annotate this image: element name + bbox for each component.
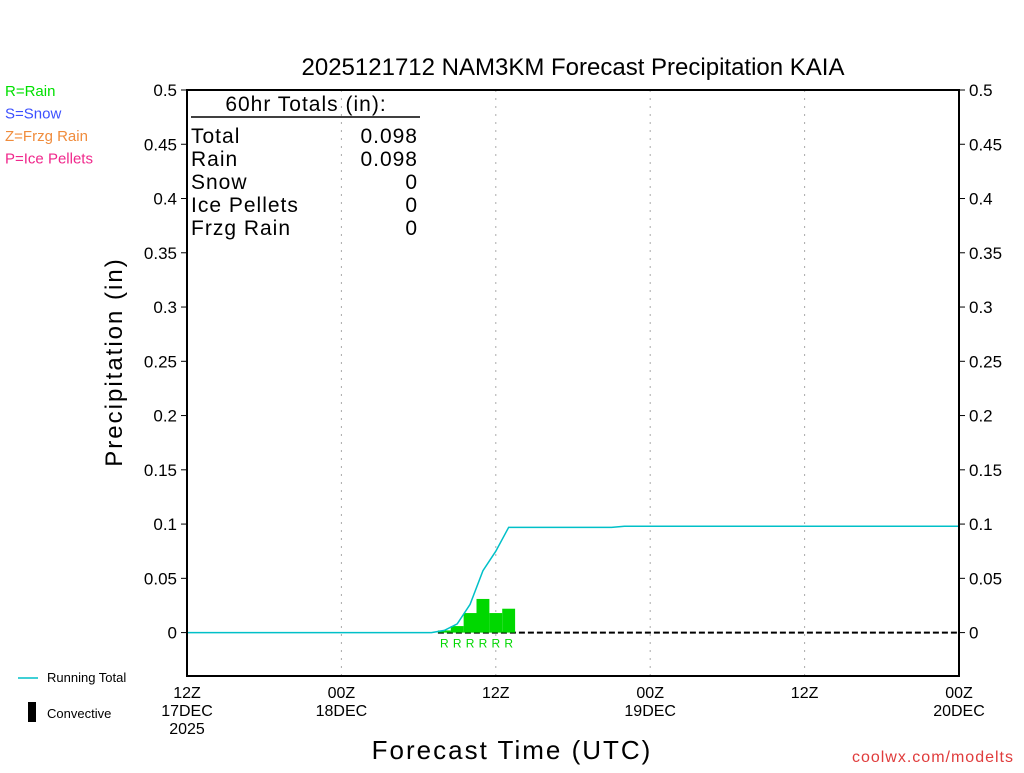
plot-frame	[186, 89, 960, 677]
x-tick-label: 00Z	[636, 685, 664, 702]
precip-type-label: R	[491, 637, 500, 651]
x-tick-label: 12Z	[173, 685, 201, 702]
y-tick-label-right: 0	[969, 624, 978, 643]
y-tick-label-left: 0.1	[153, 515, 177, 534]
precip-type-legend-item: R=Rain	[5, 83, 55, 100]
convective-swatch	[28, 702, 36, 722]
totals-label: Frzg Rain	[191, 217, 291, 240]
credit-text: coolwx.com/modelts	[852, 749, 1014, 766]
precip-type-label: R	[440, 637, 449, 651]
totals-label: Snow	[191, 171, 248, 194]
chart-title: 2025121712 NAM3KM Forecast Precipitation…	[302, 54, 845, 81]
totals-box: 60hr Totals (in): Total 0.098 Rain 0.098 Sno…	[191, 93, 420, 240]
totals-value: 0	[405, 217, 418, 240]
totals-label: Total	[191, 125, 240, 148]
totals-label: Rain	[191, 148, 238, 171]
convective-legend: Convective	[47, 706, 111, 721]
y-tick-label-right: 0.45	[969, 135, 1002, 154]
totals-value: 0	[405, 194, 418, 217]
x-tick-label: 00Z	[328, 685, 356, 702]
rain-bar	[476, 598, 490, 633]
x-tick-label: 12Z	[482, 685, 510, 702]
y-tick-label-left: 0.05	[144, 569, 177, 588]
y-tick-label-left: 0.35	[144, 244, 177, 263]
totals-label: Ice Pellets	[191, 194, 299, 217]
y-tick-label-right: 0.2	[969, 407, 993, 426]
y-tick-label-right: 0.35	[969, 244, 1002, 263]
rain-bar	[463, 613, 477, 633]
y-tick-label-left: 0.25	[144, 352, 177, 371]
x-tick-label: 20DEC	[933, 703, 985, 720]
precip-type-label: R	[479, 637, 488, 651]
totals-heading: 60hr Totals (in):	[225, 93, 386, 116]
y-tick-label-left: 0.3	[153, 298, 177, 317]
rain-bar	[502, 608, 516, 633]
x-tick-label: 17DEC	[161, 703, 213, 720]
y-tick-label-left: 0.5	[153, 81, 177, 100]
x-tick-label: 18DEC	[316, 703, 368, 720]
y-tick-label-right: 0.4	[969, 190, 993, 209]
rain-bar	[450, 626, 464, 633]
y-axis-label: Precipitation (in)	[101, 257, 128, 466]
x-tick-label: 00Z	[945, 685, 973, 702]
y-tick-label-right: 0.5	[969, 81, 993, 100]
totals-value: 0.098	[360, 148, 418, 171]
running-total-line	[187, 525, 959, 634]
y-tick-label-left: 0.4	[153, 190, 177, 209]
rain-bar	[437, 630, 451, 633]
x-tick-label: 19DEC	[624, 703, 676, 720]
x-axis-label: Forecast Time (UTC)	[372, 735, 653, 765]
x-tick-label: 2025	[169, 721, 205, 738]
y-tick-label-left: 0.15	[144, 461, 177, 480]
precip-type-label: R	[466, 637, 475, 651]
y-tick-label-left: 0	[168, 624, 177, 643]
totals-value: 0.098	[360, 125, 418, 148]
y-tick-label-left: 0.45	[144, 135, 177, 154]
y-tick-label-right: 0.25	[969, 352, 1002, 371]
precip-type-label: R	[504, 637, 513, 651]
precip-type-label: R	[453, 637, 462, 651]
y-tick-label-left: 0.2	[153, 407, 177, 426]
bottom-legend: Running Total Convective	[18, 670, 126, 722]
y-tick-label-right: 0.15	[969, 461, 1002, 480]
y-tick-label-right: 0.05	[969, 569, 1002, 588]
y-tick-label-right: 0.3	[969, 298, 993, 317]
precip-type-legend-item: S=Snow	[5, 106, 61, 123]
precip-type-legend-item: Z=Frzg Rain	[5, 128, 88, 145]
totals-value: 0	[405, 171, 418, 194]
y-tick-label-right: 0.1	[969, 515, 993, 534]
precip-type-legend-item: P=Ice Pellets	[5, 151, 93, 168]
x-tick-label: 12Z	[791, 685, 819, 702]
rain-bar	[489, 613, 503, 633]
running-total-legend: Running Total	[47, 670, 126, 685]
